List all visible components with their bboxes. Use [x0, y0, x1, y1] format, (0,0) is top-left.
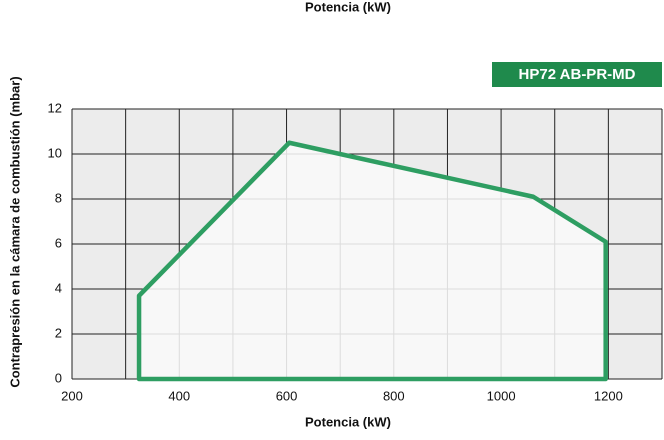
y-tick-label: 12 — [48, 100, 62, 115]
chart-title: Potencia (kW) — [305, 0, 391, 14]
y-tick-label: 2 — [55, 325, 62, 340]
x-tick-label: 800 — [383, 388, 405, 403]
x-tick-label: 200 — [61, 388, 83, 403]
x-tick-label: 400 — [168, 388, 190, 403]
x-tick-label: 600 — [276, 388, 298, 403]
y-axis-label: Contrapresión en la cámara de combustión… — [7, 76, 22, 387]
area-outline — [136, 140, 608, 382]
y-tick-label: 4 — [55, 280, 62, 295]
y-tick-label: 8 — [55, 190, 62, 205]
x-tick-label: 1000 — [487, 388, 516, 403]
x-axis-label: Potencia (kW) — [305, 414, 391, 429]
y-tick-label: 10 — [48, 145, 62, 160]
y-tick-label: 0 — [55, 370, 62, 385]
badge-text: HP72 AB-PR-MD — [519, 66, 636, 83]
badge — [492, 62, 662, 87]
y-tick-label: 6 — [55, 235, 62, 250]
x-tick-label: 1200 — [594, 388, 623, 403]
